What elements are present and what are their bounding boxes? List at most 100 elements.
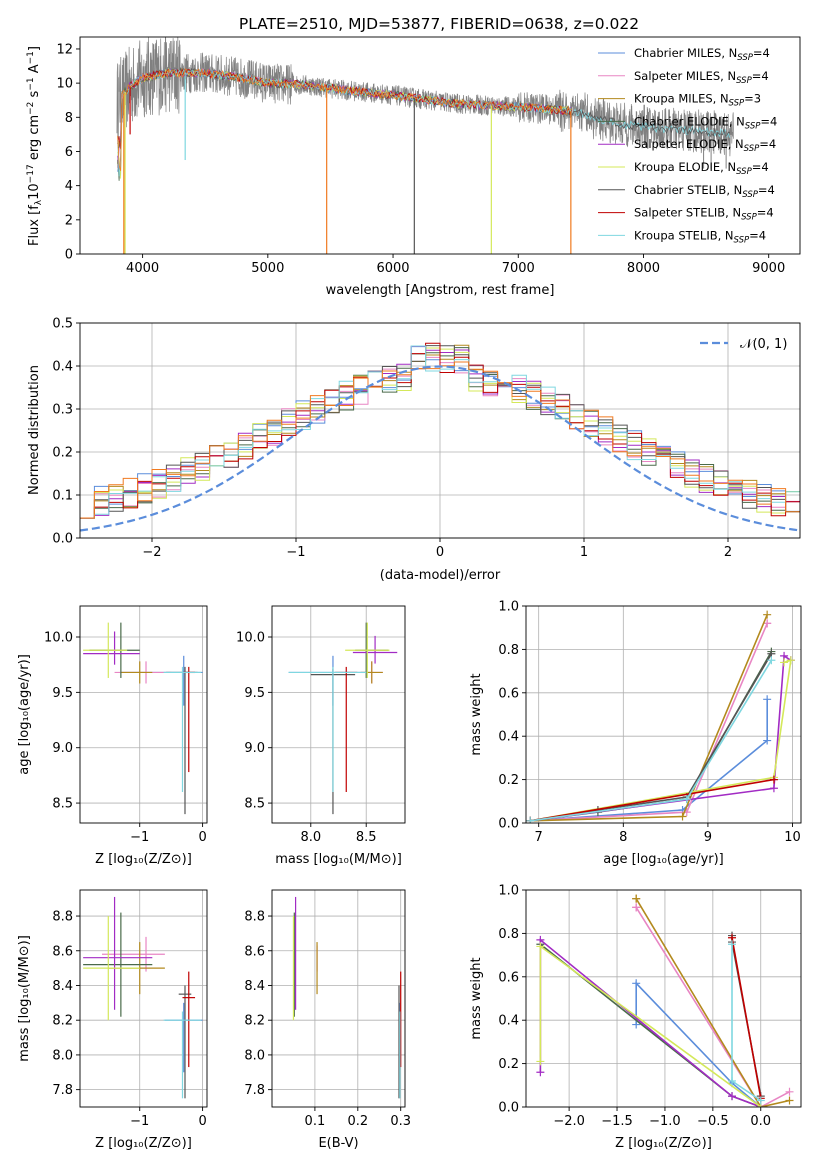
plus-marker [632, 1020, 641, 1029]
y-tick-label: 0.0 [498, 817, 519, 832]
legend-suffix: =4 [752, 69, 769, 83]
x-tick-label: 0.2 [347, 1114, 368, 1129]
plus-marker [632, 903, 641, 912]
x-tick-label: −1.0 [649, 1114, 681, 1129]
y-tick-label: 9.0 [52, 741, 73, 756]
x-tick-label: −1 [286, 545, 305, 560]
y-tick-label: 0.6 [498, 686, 519, 701]
y-tick-label: 1.0 [498, 600, 519, 615]
legend-suffix: =4 [760, 114, 777, 128]
y-axis-label: mass weight [469, 673, 484, 755]
y-tick-label: 8.6 [52, 944, 73, 959]
x-tick-label: 1 [580, 545, 588, 560]
legend-sub: SSP [734, 235, 750, 245]
spectrum-ticks: 4000 5000 6000 7000 8000 9000 0 2 4 6 8 10 12 [56, 42, 785, 276]
legend-name: Kroupa ELODIE, N [634, 160, 736, 174]
x-axis-label: Z [log₁₀(Z/Z⊙)] [615, 1136, 712, 1151]
grid [272, 890, 405, 1107]
series [292, 896, 402, 1099]
panel-weight-vs-Z: −2.0 −1.5 −1.0 −0.5 0.0 0.0 0.2 0.4 0.6 0.8 1.0 Z [… [469, 884, 802, 1151]
residual-histogram [80, 342, 800, 519]
weight-line [530, 654, 792, 822]
weight-line [635, 906, 790, 1107]
x-tick-label: 8.0 [300, 830, 321, 845]
x-tick-label: −2.0 [553, 1114, 585, 1129]
y-axis-label: mass [log₁₀(M/M⊙)] [17, 935, 32, 1062]
residuals-ticks: −2 −1 0 1 2 0.0 0.1 0.2 0.3 0.4 0.5 [52, 317, 732, 561]
plus-marker [536, 942, 545, 951]
legend-sub: SSP [745, 121, 761, 131]
weight-line [530, 653, 773, 822]
series [83, 896, 203, 1099]
plus-marker [786, 656, 795, 665]
panel-mass-vs-ebv: 0.1 0.2 0.3 7.8 8.0 8.2 8.4 8.6 8.8 E(B-V) [244, 889, 411, 1151]
legend-label: Chabrier ELODIE, NSSP=4 [634, 114, 777, 131]
y-tick-label: 8.6 [244, 944, 265, 959]
plus-marker [728, 940, 737, 949]
residuals-legend: 𝒩(0, 1) [700, 337, 787, 352]
legend-label: Kroupa STELIB, NSSP=4 [634, 228, 766, 245]
legend-name: Salpeter ELODIE, N [634, 137, 744, 151]
legend-suffix: =4 [758, 183, 775, 197]
plus-marker [632, 894, 641, 903]
y-tick-label: 8.0 [244, 1048, 265, 1063]
legend-suffix: =4 [757, 206, 774, 220]
legend-name: Salpeter STELIB, N [634, 206, 741, 220]
legend-label: Salpeter ELODIE, NSSP=4 [634, 137, 776, 154]
y-tick-label: 10.0 [236, 631, 265, 646]
weight-line [530, 699, 768, 822]
normal-curve [79, 365, 801, 532]
legend-label: Kroupa ELODIE, NSSP=4 [634, 160, 769, 177]
x-tick-label: 7 [535, 830, 543, 845]
x-axis-label: E(B-V) [318, 1136, 358, 1151]
model-spectrum-line [117, 67, 572, 149]
x-tick-label: 8 [619, 830, 627, 845]
x-tick-label: 0 [198, 1114, 206, 1129]
plus-marker [767, 656, 776, 665]
y-tick-label: 0.0 [52, 532, 73, 547]
x-tick-label: 0.0 [750, 1114, 771, 1129]
frame [79, 605, 208, 824]
plus-marker [756, 1096, 765, 1105]
y-tick-label: 8.2 [52, 1014, 73, 1029]
y-tick-label: 0.5 [52, 317, 73, 332]
y-tick-label: 6 [65, 145, 73, 160]
y-tick-label: 0.2 [498, 1057, 519, 1072]
plus-marker [678, 812, 687, 821]
y-tick-label: 9.5 [52, 686, 73, 701]
plus-marker [785, 1087, 794, 1096]
series [526, 610, 795, 823]
legend-suffix: =3 [744, 92, 761, 106]
x-tick-label: 9 [704, 830, 712, 845]
frame [525, 889, 802, 1108]
residuals-xlabel: (data-model)/error [380, 568, 501, 583]
frame [271, 889, 406, 1108]
spectrum-xlabel: wavelength [Angstrom, rest frame] [326, 283, 555, 298]
panel-mass-vs-Z: −1 0 7.8 8.0 8.2 8.4 8.6 8.8 Z [log₁₀(Z/Z⊙)] mass… [17, 889, 208, 1151]
legend-label: Salpeter MILES, NSSP=4 [634, 69, 769, 86]
frame [79, 889, 208, 1108]
y-tick-label: 1.0 [498, 884, 519, 899]
x-tick-label: 8.5 [356, 830, 377, 845]
y-tick-label: 0.2 [52, 446, 73, 461]
legend-sub: SSP [742, 190, 758, 200]
x-axis-label: Z [log₁₀(Z/Z⊙)] [95, 1136, 192, 1151]
legend-sub: SSP [729, 99, 745, 109]
x-tick-label: 5000 [251, 261, 284, 276]
panel-age-vs-Z: −1 0 8.5 9.0 9.5 10.0 Z [log₁₀(Z/Z⊙)] age [log₁… [17, 605, 208, 867]
weight-line [530, 614, 768, 822]
y-tick-label: 8.0 [52, 1048, 73, 1063]
grid [80, 606, 207, 823]
plus-marker [780, 658, 789, 667]
small-panels: −1 0 8.5 9.0 9.5 10.0 Z [log₁₀(Z/Z⊙)] age [log₁… [17, 600, 802, 1151]
y-tick-label: 0.4 [498, 1014, 519, 1029]
plus-marker [728, 1076, 737, 1085]
plus-marker [682, 795, 691, 804]
weight-line [731, 937, 762, 1099]
y-tick-label: 2 [65, 213, 73, 228]
x-tick-label: −2 [142, 545, 161, 560]
y-tick-label: 8.8 [244, 910, 265, 925]
plus-marker [769, 775, 778, 784]
